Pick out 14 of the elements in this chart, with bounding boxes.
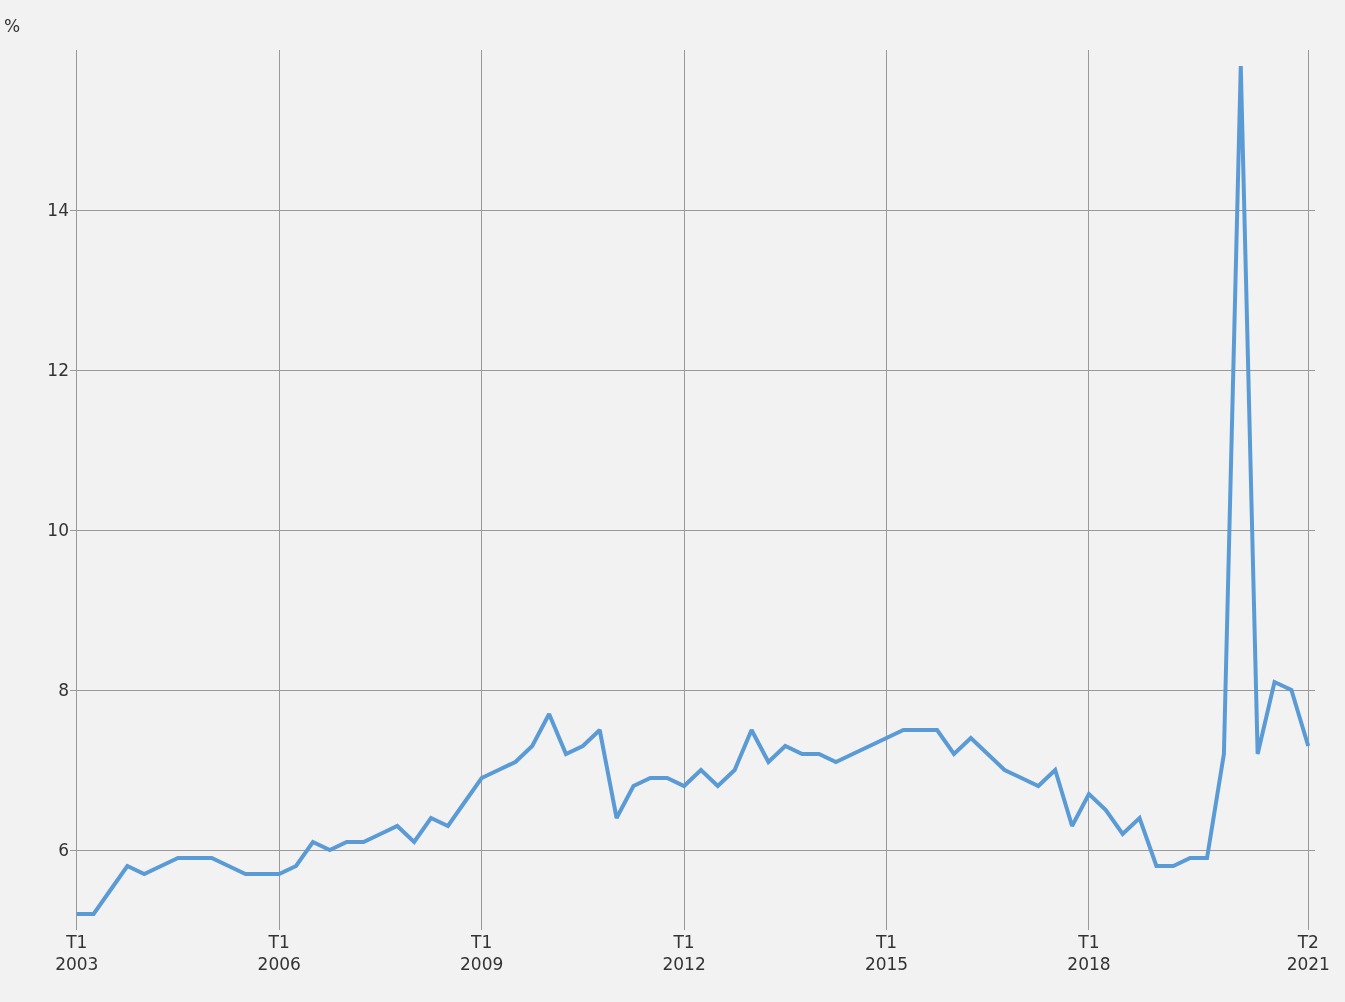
x-tick-label: T1 2018	[1067, 932, 1111, 975]
y-tick-label: 8	[58, 679, 69, 700]
y-axis-title: %	[4, 16, 21, 36]
x-tick-label: T2 2021	[1286, 932, 1330, 975]
y-tick-label: 10	[47, 519, 69, 540]
x-tick-label: T1 2015	[864, 932, 909, 975]
x-tick-label: T1 2009	[460, 932, 504, 975]
y-tick-label: 12	[47, 359, 69, 380]
y-tick-label: 14	[47, 199, 69, 220]
x-tick-label: T1 2012	[662, 932, 706, 975]
y-tick-label: 6	[58, 839, 69, 860]
x-tick-label: T1 2006	[257, 932, 301, 975]
x-tick-label: T1 2003	[55, 932, 99, 975]
line-series	[74, 64, 1311, 916]
